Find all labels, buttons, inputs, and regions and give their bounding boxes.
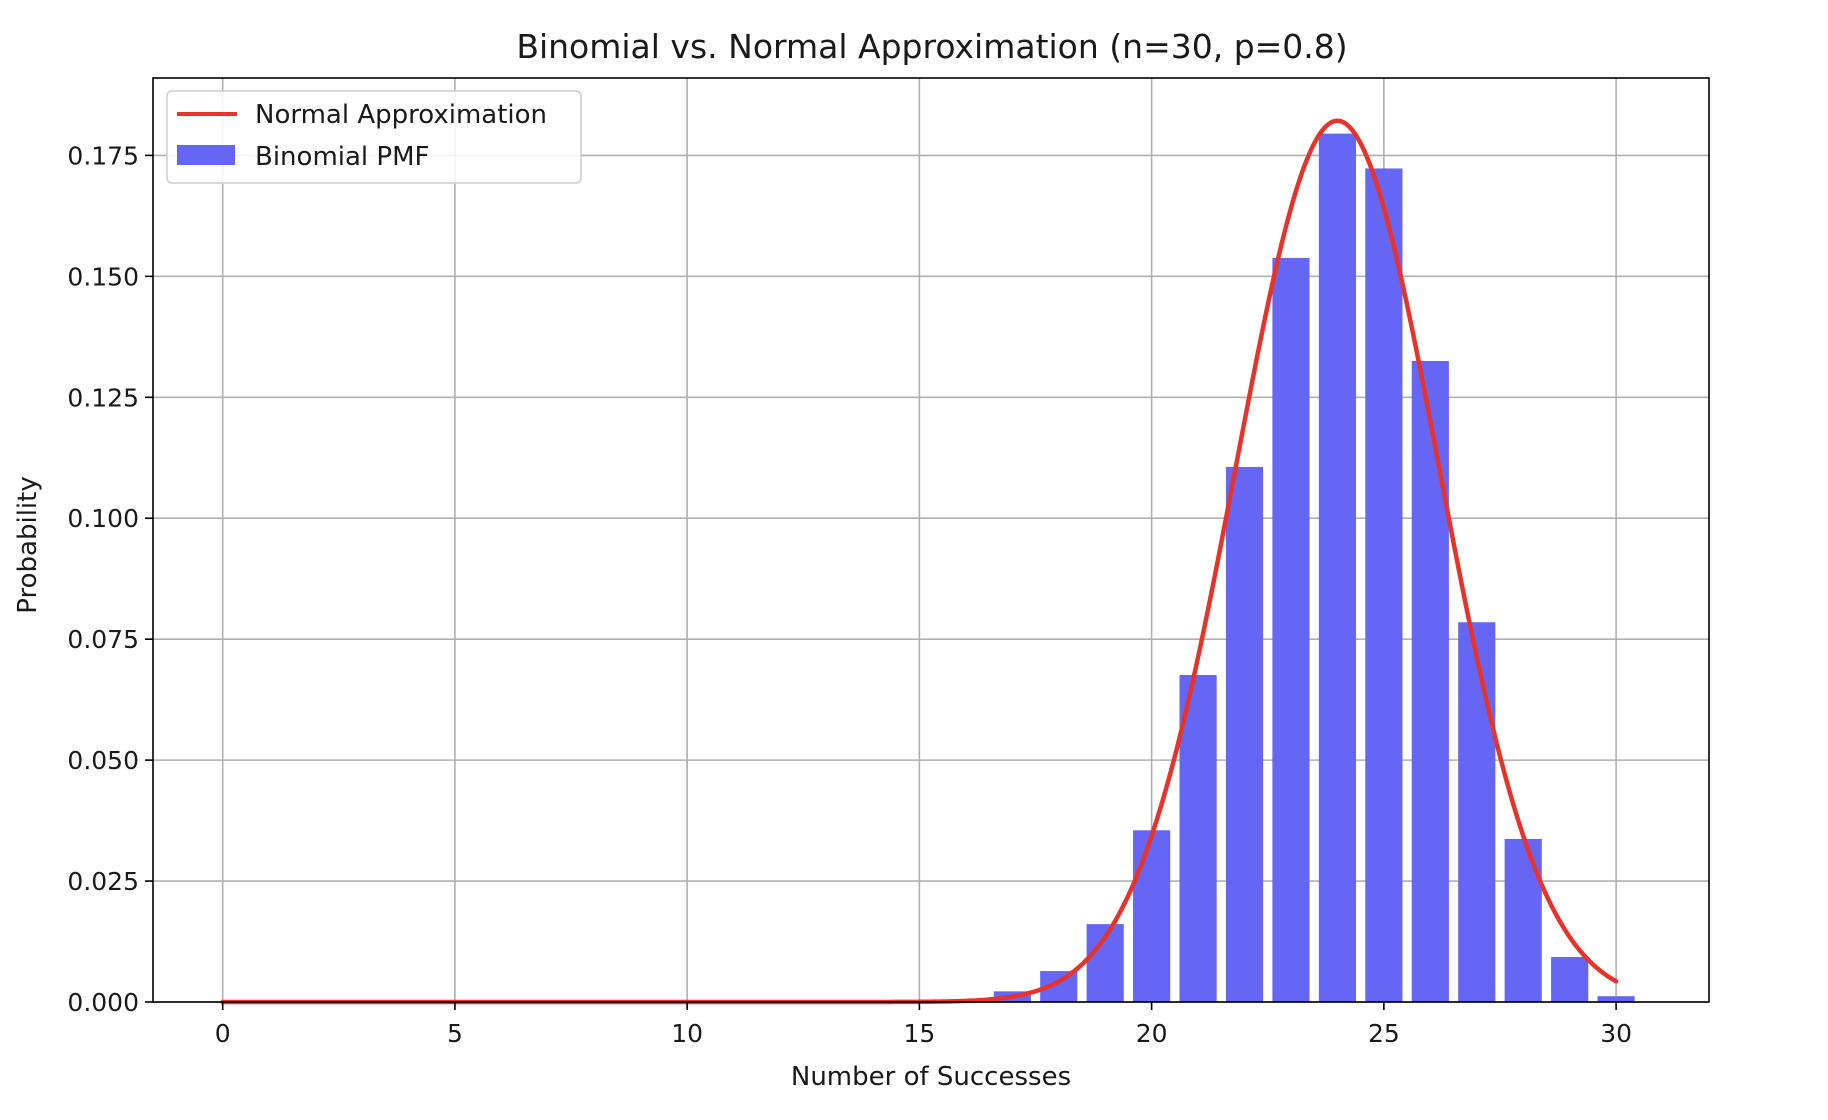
bar-27 — [1458, 622, 1496, 1002]
bar-26 — [1411, 361, 1449, 1002]
bar-28 — [1504, 838, 1542, 1002]
bar-30 — [1597, 996, 1635, 1002]
bar-29 — [1551, 957, 1589, 1002]
x-tick-label: 10 — [671, 1019, 703, 1048]
x-tick-label: 5 — [447, 1019, 463, 1048]
y-tick-label: 0.125 — [67, 383, 139, 412]
bar-24 — [1318, 133, 1356, 1002]
y-tick-label: 0.025 — [67, 867, 139, 896]
bar-20 — [1133, 830, 1171, 1002]
y-tick-label: 0.100 — [67, 504, 139, 533]
x-tick-label: 0 — [215, 1019, 231, 1048]
legend-label-normal: Normal Approximation — [255, 100, 547, 130]
legend-swatch-binomial — [177, 145, 235, 165]
y-tick-label: 0.075 — [67, 625, 139, 654]
bars — [900, 133, 1635, 1003]
bar-23 — [1272, 257, 1310, 1003]
bar-21 — [1179, 674, 1217, 1002]
y-axis-label: Probability — [13, 476, 43, 613]
y-tick-label: 0.175 — [67, 141, 139, 170]
y-tick-label: 0.000 — [67, 988, 139, 1017]
x-axis-label: Number of Successes — [791, 1062, 1071, 1092]
y-tick-label: 0.150 — [67, 262, 139, 291]
x-tick-label: 15 — [903, 1019, 935, 1048]
plot-frame — [152, 77, 1710, 1003]
x-tick-label: 20 — [1136, 1019, 1168, 1048]
y-axis-ticks: 0.000 0.025 0.050 0.075 0.100 0.125 0.150 0.175 — [67, 141, 153, 1017]
bar-25 — [1365, 168, 1403, 1003]
x-tick-label: 25 — [1368, 1019, 1400, 1048]
x-tick-label: 30 — [1600, 1019, 1632, 1048]
x-axis-ticks: 0 5 10 15 20 25 30 — [215, 1002, 1632, 1048]
y-tick-label: 0.050 — [67, 746, 139, 775]
legend-box — [166, 90, 582, 184]
chart-title: Binomial vs. Normal Approximation (n=30,… — [516, 27, 1347, 66]
legend: Normal Approximation Binomial PMF — [166, 90, 582, 184]
legend-label-binomial: Binomial PMF — [255, 142, 429, 172]
bar-22 — [1225, 466, 1264, 1002]
